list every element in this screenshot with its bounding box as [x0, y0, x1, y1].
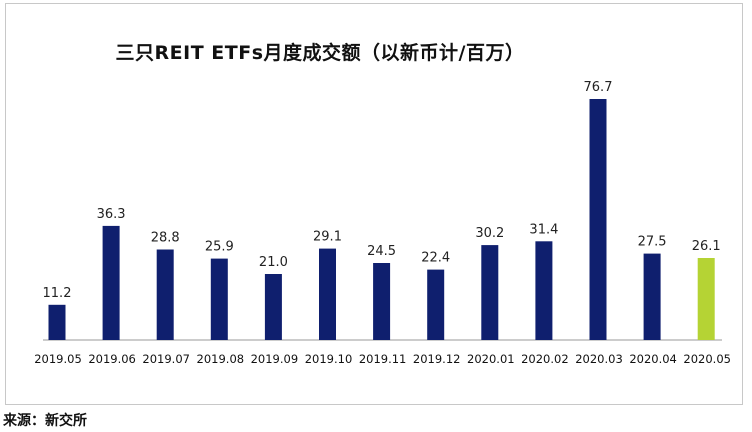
- bar-2020.02: [535, 241, 553, 340]
- bar-chart: 11.2 2019.05 36.3 2019.06 28.8 2019.07 25.9 201…: [34, 80, 731, 366]
- x-tick-label: 2019.06: [88, 352, 136, 366]
- x-tick-label: 2020.02: [521, 352, 569, 366]
- bar-2019.08: [210, 258, 228, 340]
- bar-2020.01: [481, 245, 499, 340]
- source-note: 来源：新交所: [3, 413, 87, 429]
- x-tick-label: 2020.04: [629, 352, 677, 366]
- x-tick-label: 2019.09: [251, 352, 299, 366]
- bar-2019.10: [319, 248, 336, 340]
- value-label: 22.4: [421, 251, 450, 266]
- bar-2020.05: [697, 258, 715, 340]
- bar-2020.03: [589, 99, 607, 340]
- value-label: 26.1: [692, 239, 721, 254]
- bar-2019.11: [373, 263, 391, 340]
- value-label: 29.1: [313, 230, 342, 245]
- x-tick-label: 2020.03: [575, 352, 623, 366]
- value-label: 28.8: [151, 231, 180, 246]
- x-tick-label: 2019.10: [305, 352, 353, 366]
- bar-2020.04: [643, 253, 661, 340]
- bar-2019.06: [102, 225, 120, 340]
- value-label: 27.5: [638, 235, 667, 250]
- chart-title: 三只REIT ETFs月度成交额（以新币计/百万）: [115, 42, 525, 64]
- value-label: 36.3: [97, 207, 126, 222]
- value-label: 25.9: [205, 240, 234, 255]
- value-label: 76.7: [584, 80, 613, 95]
- value-label: 21.0: [259, 255, 288, 270]
- x-tick-label: 2019.11: [359, 352, 407, 366]
- bar-2019.12: [427, 269, 445, 340]
- x-tick-label: 2019.07: [142, 352, 190, 366]
- x-tick-label: 2019.08: [197, 352, 245, 366]
- bars-group: 11.2 2019.05 36.3 2019.06 28.8 2019.07 25.9 201…: [34, 80, 731, 366]
- value-label: 24.5: [367, 244, 396, 259]
- bar-2019.07: [156, 249, 174, 340]
- x-tick-label: 2020.01: [467, 352, 515, 366]
- x-tick-label: 2020.05: [683, 352, 731, 366]
- x-tick-label: 2019.12: [413, 352, 461, 366]
- value-label: 31.4: [529, 222, 558, 237]
- bar-2019.09: [264, 274, 282, 340]
- value-label: 11.2: [43, 286, 72, 301]
- bar-2019.05: [48, 304, 66, 340]
- x-tick-label: 2019.05: [34, 352, 82, 366]
- value-label: 30.2: [475, 226, 504, 241]
